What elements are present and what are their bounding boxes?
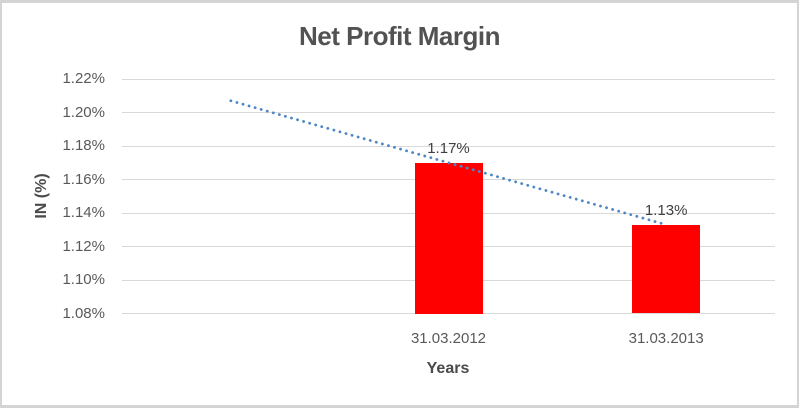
bar-data-label: 1.17% (427, 139, 470, 157)
x-axis-title: Years (426, 360, 470, 377)
y-tick-label: 1.12% (62, 237, 105, 255)
y-tick-label: 1.14% (62, 204, 105, 221)
y-tick-label: 1.08% (62, 304, 105, 322)
bar (632, 224, 701, 314)
gridline (122, 78, 775, 80)
bar (414, 162, 483, 314)
y-tick-label: 1.10% (62, 271, 105, 288)
gridline (122, 112, 775, 113)
y-tick-label: 1.20% (62, 103, 105, 121)
x-tick-label: 31.03.2013 (628, 330, 704, 347)
y-tick-label: 1.16% (62, 170, 105, 188)
bar-data-label: 1.13% (644, 201, 688, 219)
x-tick-label: 31.03.2012 (410, 330, 487, 347)
y-tick-label: 1.22% (62, 70, 105, 87)
y-tick-label: 1.18% (62, 137, 105, 154)
gridline (122, 313, 775, 314)
chart-title: Net Profit Margin (299, 21, 500, 51)
